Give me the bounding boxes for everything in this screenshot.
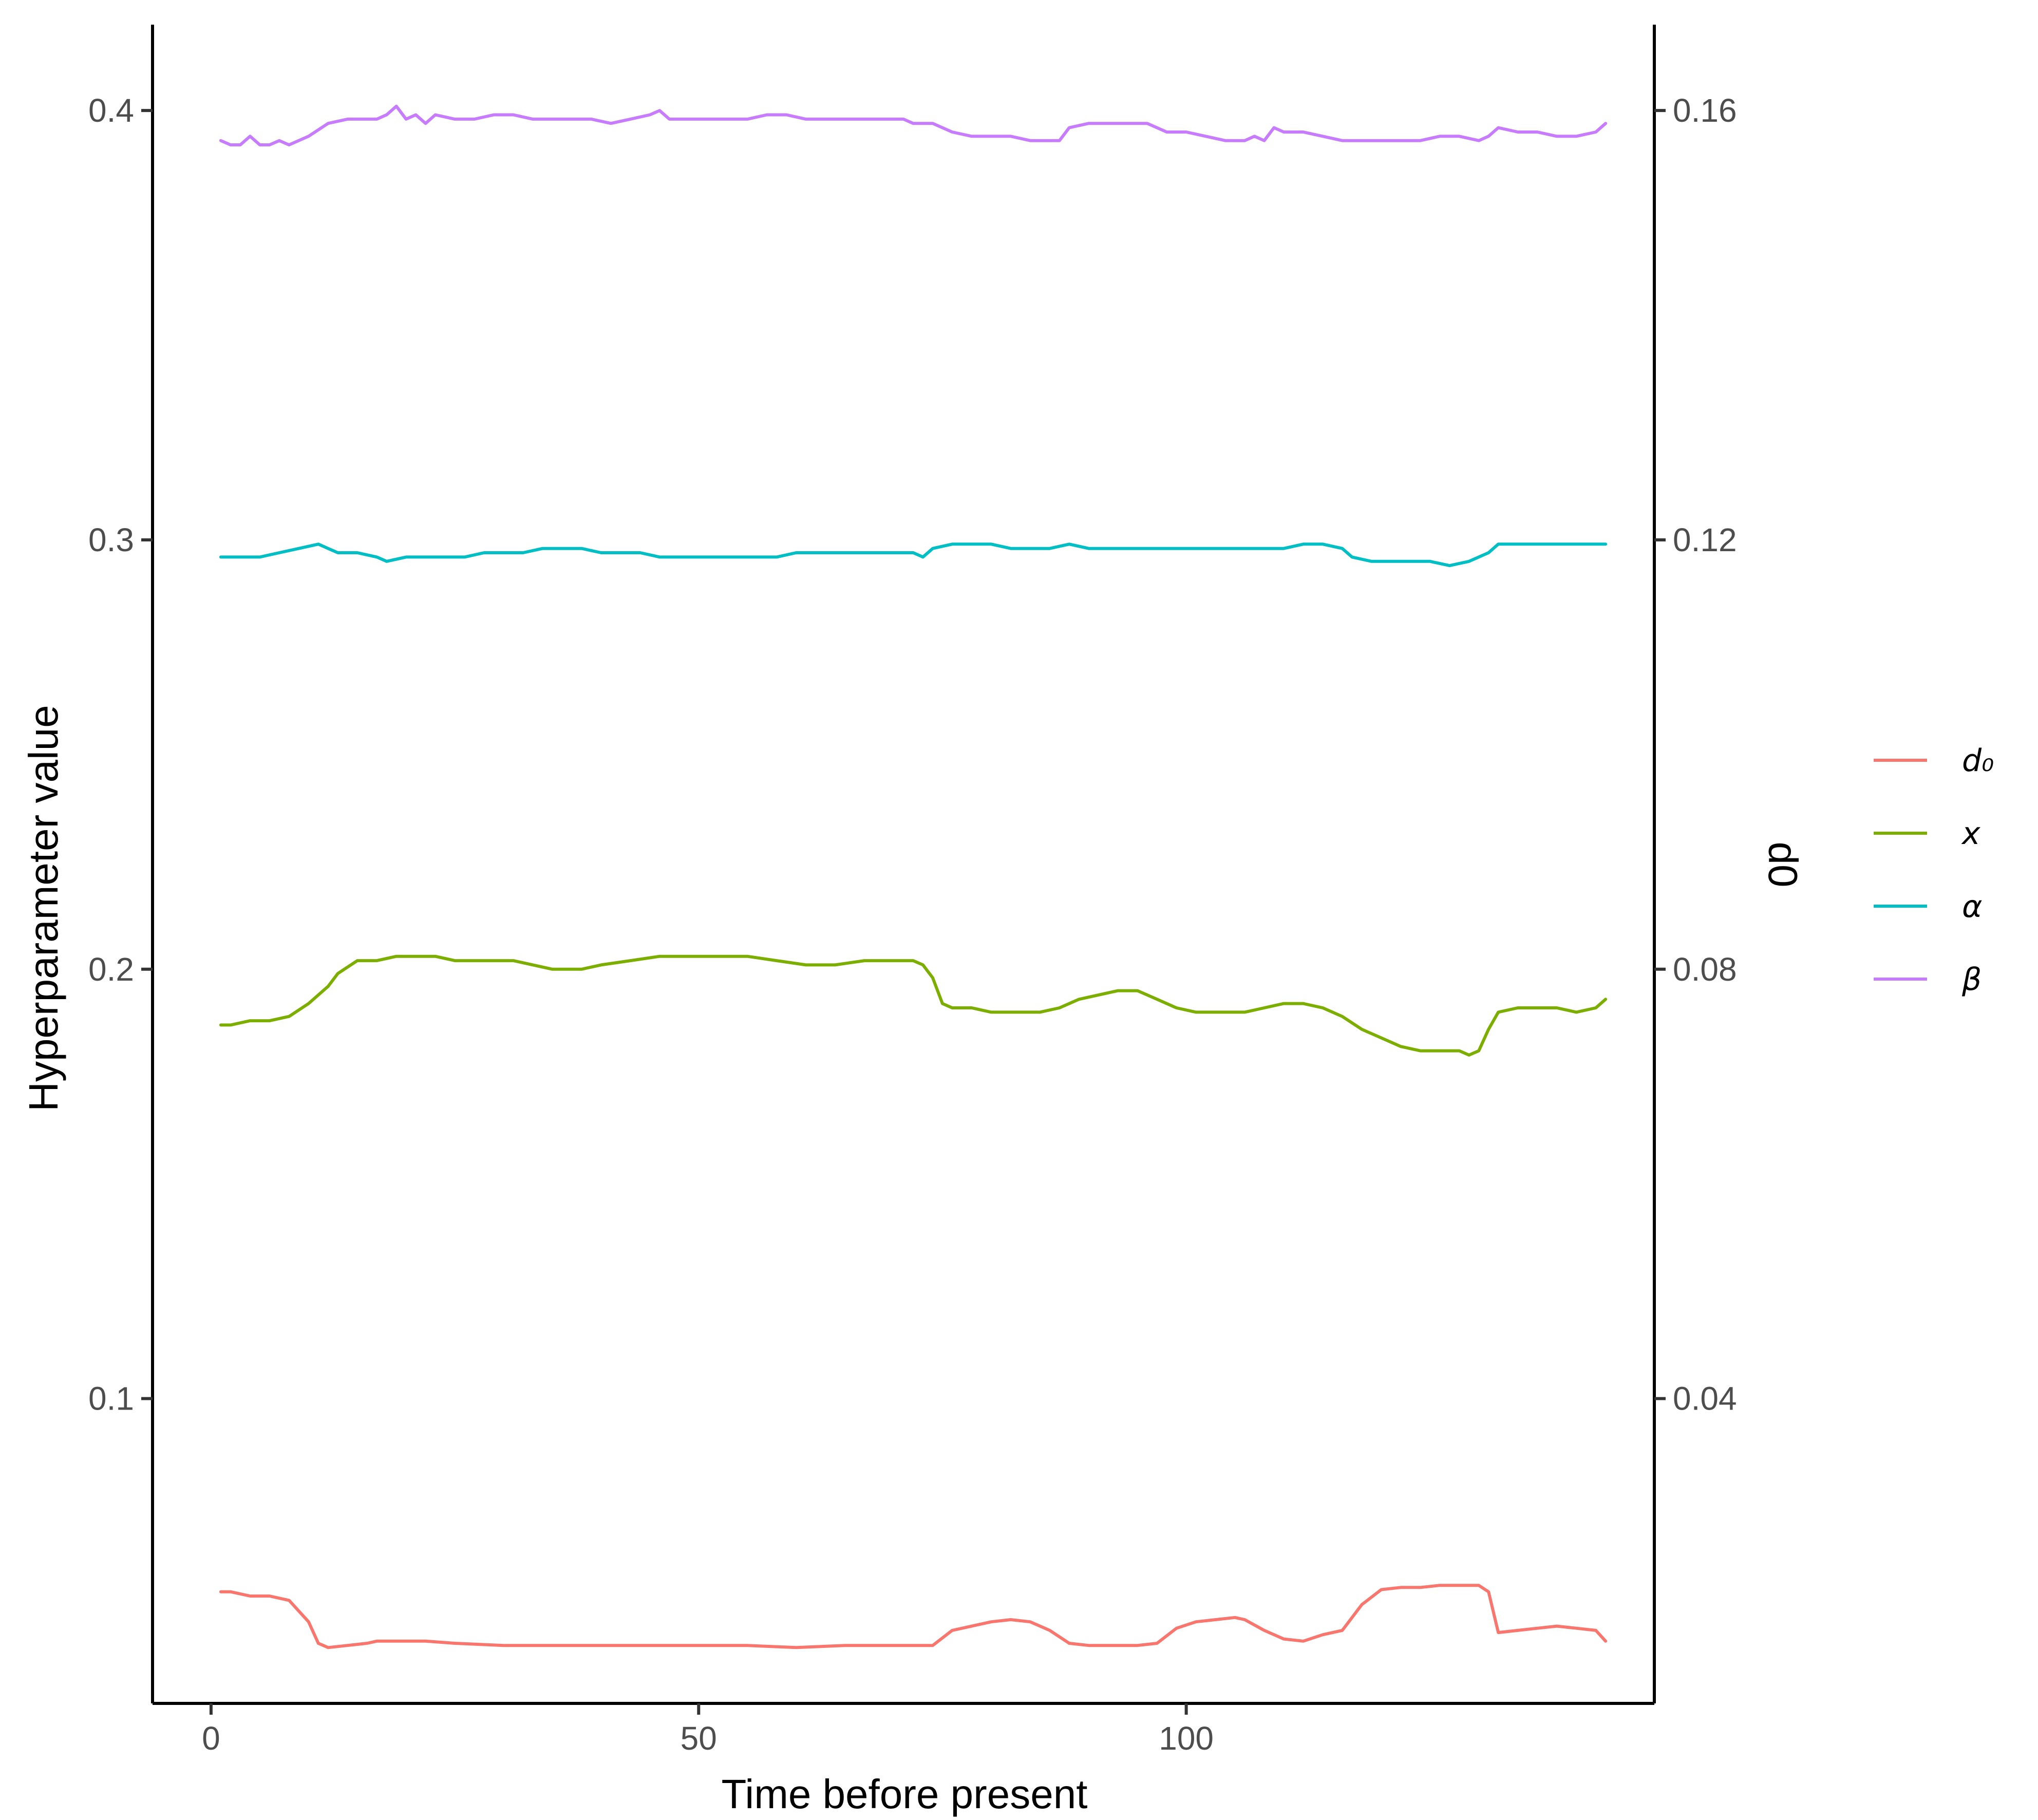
series-line-4 — [219, 104, 1608, 146]
y-tick-label: 0.4 — [88, 92, 134, 129]
ticks — [141, 109, 1666, 1715]
x-tick-label: 0 — [202, 1720, 220, 1757]
x-tick-label: 50 — [681, 1720, 717, 1757]
series-layer — [219, 104, 1608, 1649]
legend-label-2: x — [1961, 816, 1980, 852]
y2-tick-label: 0.12 — [1673, 521, 1737, 558]
y-tick-label: 0.1 — [88, 1380, 134, 1417]
legend-label-4: β — [1961, 962, 1982, 998]
y-tick-label: 0.2 — [88, 951, 134, 988]
y-axis-title: Hyperparameter value — [21, 705, 66, 1111]
series-line-2 — [219, 954, 1608, 1057]
right-y-axis-title: d0 — [1760, 842, 1806, 888]
x-axis-title: Time before present — [722, 1771, 1088, 1817]
series-line-3 — [219, 542, 1608, 568]
y-tick-label: 0.3 — [88, 521, 134, 558]
y2-tick-label: 0.04 — [1673, 1380, 1737, 1417]
y2-tick-label: 0.16 — [1673, 92, 1737, 129]
tick-labels: 0 50 100 0.1 0.2 0.3 0.4 0.04 0.08 0.12 0.16 — [88, 92, 1737, 1757]
x-tick-label: 100 — [1159, 1720, 1214, 1757]
legend-label-3: α — [1962, 889, 1983, 925]
legend: d₀ x α β — [1874, 743, 1994, 998]
legend-label-1: d₀ — [1962, 743, 1994, 779]
series-line-1 — [219, 1584, 1608, 1649]
axes — [151, 25, 1656, 1705]
y2-tick-label: 0.08 — [1673, 951, 1737, 988]
